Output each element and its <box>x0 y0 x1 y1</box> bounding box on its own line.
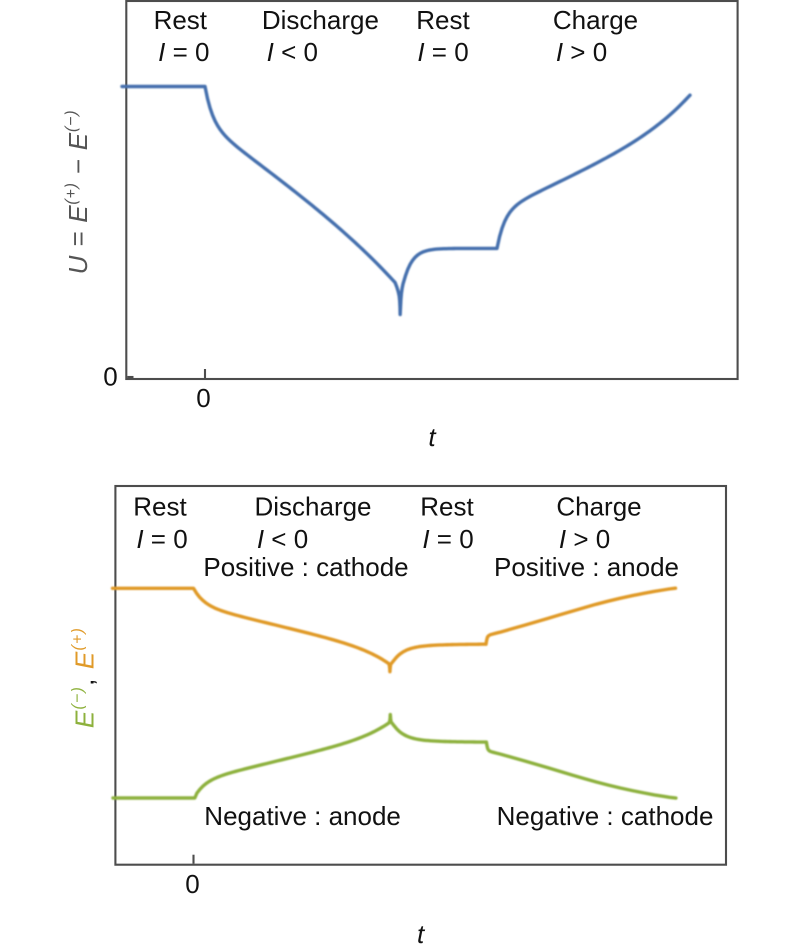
svg-text:I = 0: I = 0 <box>417 37 468 67</box>
svg-text:t: t <box>428 422 437 452</box>
svg-text:E(−), E(+): E(−), E(+) <box>70 627 100 728</box>
svg-text:Negative : cathode: Negative : cathode <box>497 801 714 831</box>
svg-text:I > 0: I > 0 <box>556 37 607 67</box>
svg-text:I < 0: I < 0 <box>267 37 318 67</box>
svg-text:Charge: Charge <box>556 492 641 522</box>
svg-text:Discharge: Discharge <box>254 492 371 522</box>
svg-text:0: 0 <box>103 362 117 392</box>
svg-text:t: t <box>417 919 426 944</box>
svg-text:Charge: Charge <box>553 5 638 35</box>
svg-text:Positive : anode: Positive : anode <box>494 552 679 582</box>
svg-text:I = 0: I = 0 <box>158 37 209 67</box>
svg-text:0: 0 <box>185 869 199 899</box>
svg-text:Rest: Rest <box>420 492 474 522</box>
svg-text:Discharge: Discharge <box>262 5 379 35</box>
svg-text:I = 0: I = 0 <box>136 524 187 554</box>
svg-text:I > 0: I > 0 <box>559 524 610 554</box>
svg-text:0: 0 <box>196 383 210 413</box>
svg-text:I < 0: I < 0 <box>257 524 308 554</box>
svg-text:Rest: Rest <box>416 5 470 35</box>
svg-text:I = 0: I = 0 <box>422 524 473 554</box>
svg-text:Negative : anode: Negative : anode <box>204 801 401 831</box>
svg-text:Positive : cathode: Positive : cathode <box>203 552 408 582</box>
svg-text:Rest: Rest <box>154 5 208 35</box>
svg-text:Rest: Rest <box>133 492 187 522</box>
